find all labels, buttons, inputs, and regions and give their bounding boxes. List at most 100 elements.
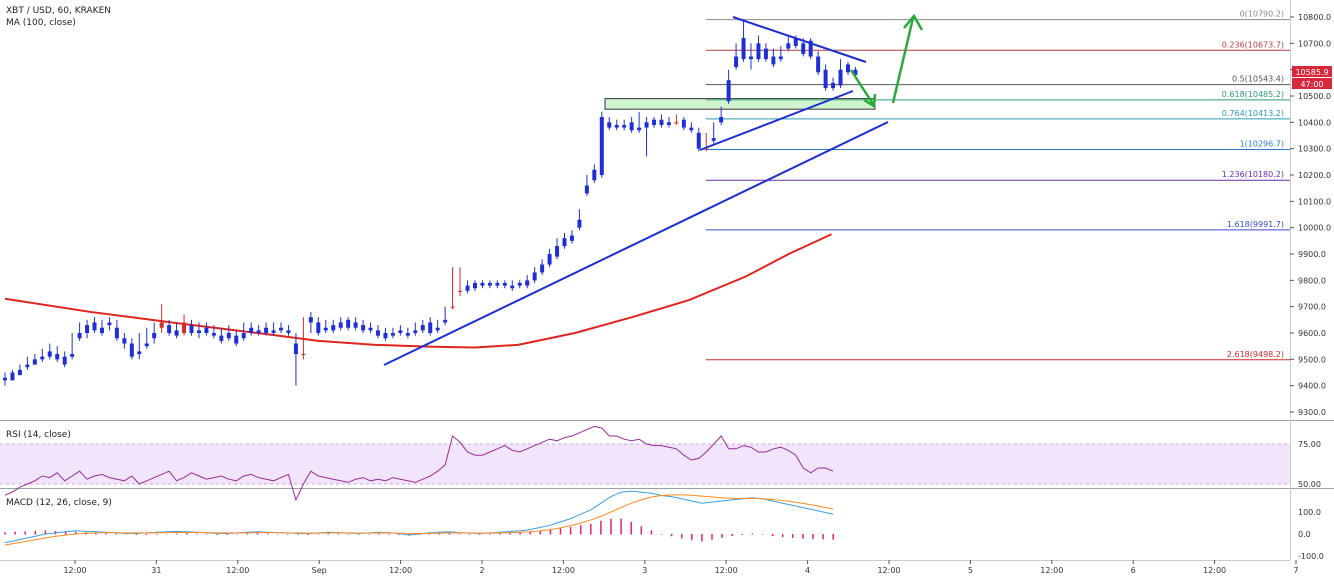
candle-body [286,330,291,333]
candle-body [435,327,440,331]
candle-body [55,354,60,360]
candle-body [249,327,254,333]
arrow-down-head [863,93,877,109]
y-tick-label: 9700.0 [1298,303,1326,312]
candle-body [17,369,22,376]
candle-body [99,327,104,333]
candle-body [741,38,746,60]
candle-body [405,333,410,336]
signal-line [4,494,834,546]
candle-body [502,282,507,286]
ma-legend[interactable]: MA (100, close) [6,18,76,28]
candle-body [159,322,164,328]
candle-body [786,43,791,49]
candle-body [719,117,724,123]
candle-body [443,319,448,323]
y-tick-label: 10400.0 [1298,118,1331,127]
candle-body [756,43,761,60]
candle-body [308,317,313,323]
candle-body [644,122,649,128]
y-tick-label: 9400.0 [1298,382,1326,391]
candle-body [167,325,172,333]
macd-axis-label: -100.0 [1298,552,1324,561]
candle-body [129,343,134,357]
candle-body [480,282,485,286]
candle-body [368,327,373,331]
fib-label: 0.618(10485.2) [1222,90,1284,99]
candle-body [666,122,671,125]
candle-body [778,56,783,60]
candle-body [569,235,574,241]
y-tick-label: 10500.0 [1298,92,1331,101]
candle-body [450,306,455,308]
candle-body [32,359,37,365]
candle-body [487,282,492,286]
candle-body [144,343,149,347]
x-tick-label: Sep [312,566,327,575]
y-tick-label: 9600.0 [1298,329,1326,338]
candle-body [62,356,67,365]
rsi-line [4,425,834,502]
candle-body [749,56,753,60]
arrow-down-line [849,69,875,105]
candle-body [547,254,552,265]
symbol-title[interactable]: XBT / USD, 60, KRAKEN [6,6,111,16]
candle-body [338,322,343,328]
candle-body [629,122,634,131]
candle-body [562,238,567,247]
candle-body [85,325,90,333]
y-tick-label: 10100.0 [1298,197,1331,206]
candle-body [659,119,664,125]
candle-body [726,80,731,102]
candle-body [696,132,701,149]
candle-body [211,333,216,336]
ma100-line [4,233,832,349]
candle-body [838,69,843,86]
support-zone [604,98,876,110]
candle-body [398,330,403,333]
y-tick-label: 10700.0 [1298,39,1331,48]
candle-body [540,264,545,273]
candle-body [428,322,433,333]
macd-axis-label: 0.0 [1298,530,1311,539]
candle-body [793,38,798,46]
candle-body [114,327,119,339]
x-tick-label: 12:00 [226,566,249,575]
candle-body [711,138,716,141]
candle-body [622,124,627,128]
rsi-indicator [4,425,834,502]
macd-legend[interactable]: MACD (12, 26, close, 9) [6,498,112,508]
last-price-badge [1292,66,1332,77]
triangle-upper-line [732,16,867,63]
main-pane [0,0,1290,420]
macd-line [4,490,834,544]
fib-label: 1.236(10180.2) [1222,170,1284,179]
x-tick-label: 6 [1131,566,1136,575]
macd-indicator [4,490,834,546]
candle-body [10,372,15,381]
candle-body [592,169,597,181]
candle-body [816,56,821,73]
candle-body [234,335,239,344]
candle-body [107,322,112,326]
candle-body [204,327,209,333]
candle-body [853,69,858,75]
candle-body [182,322,187,333]
last-price-value: 10585.9 [1295,68,1328,77]
fib-levels: 0(10790.2) 0.236(10673.7) 0.5(10543.4) 0.61… [604,10,1290,361]
candle-body [607,122,612,128]
candle-body [637,127,642,131]
candle-body [472,282,477,289]
x-tick-label: 12:00 [715,566,738,575]
fib-label: 0.236(10673.7) [1222,40,1284,49]
x-tick-label: 12:00 [1040,566,1063,575]
candle-body [771,56,776,65]
x-tick-label: 12:00 [63,566,86,575]
rsi-legend[interactable]: RSI (14, close) [6,430,71,440]
y-tick-label: 9800.0 [1298,276,1326,285]
candle-body [92,322,97,331]
candle-body [458,290,463,292]
candle-body [808,40,813,57]
candle-body [316,322,321,333]
candle-body [323,327,328,331]
